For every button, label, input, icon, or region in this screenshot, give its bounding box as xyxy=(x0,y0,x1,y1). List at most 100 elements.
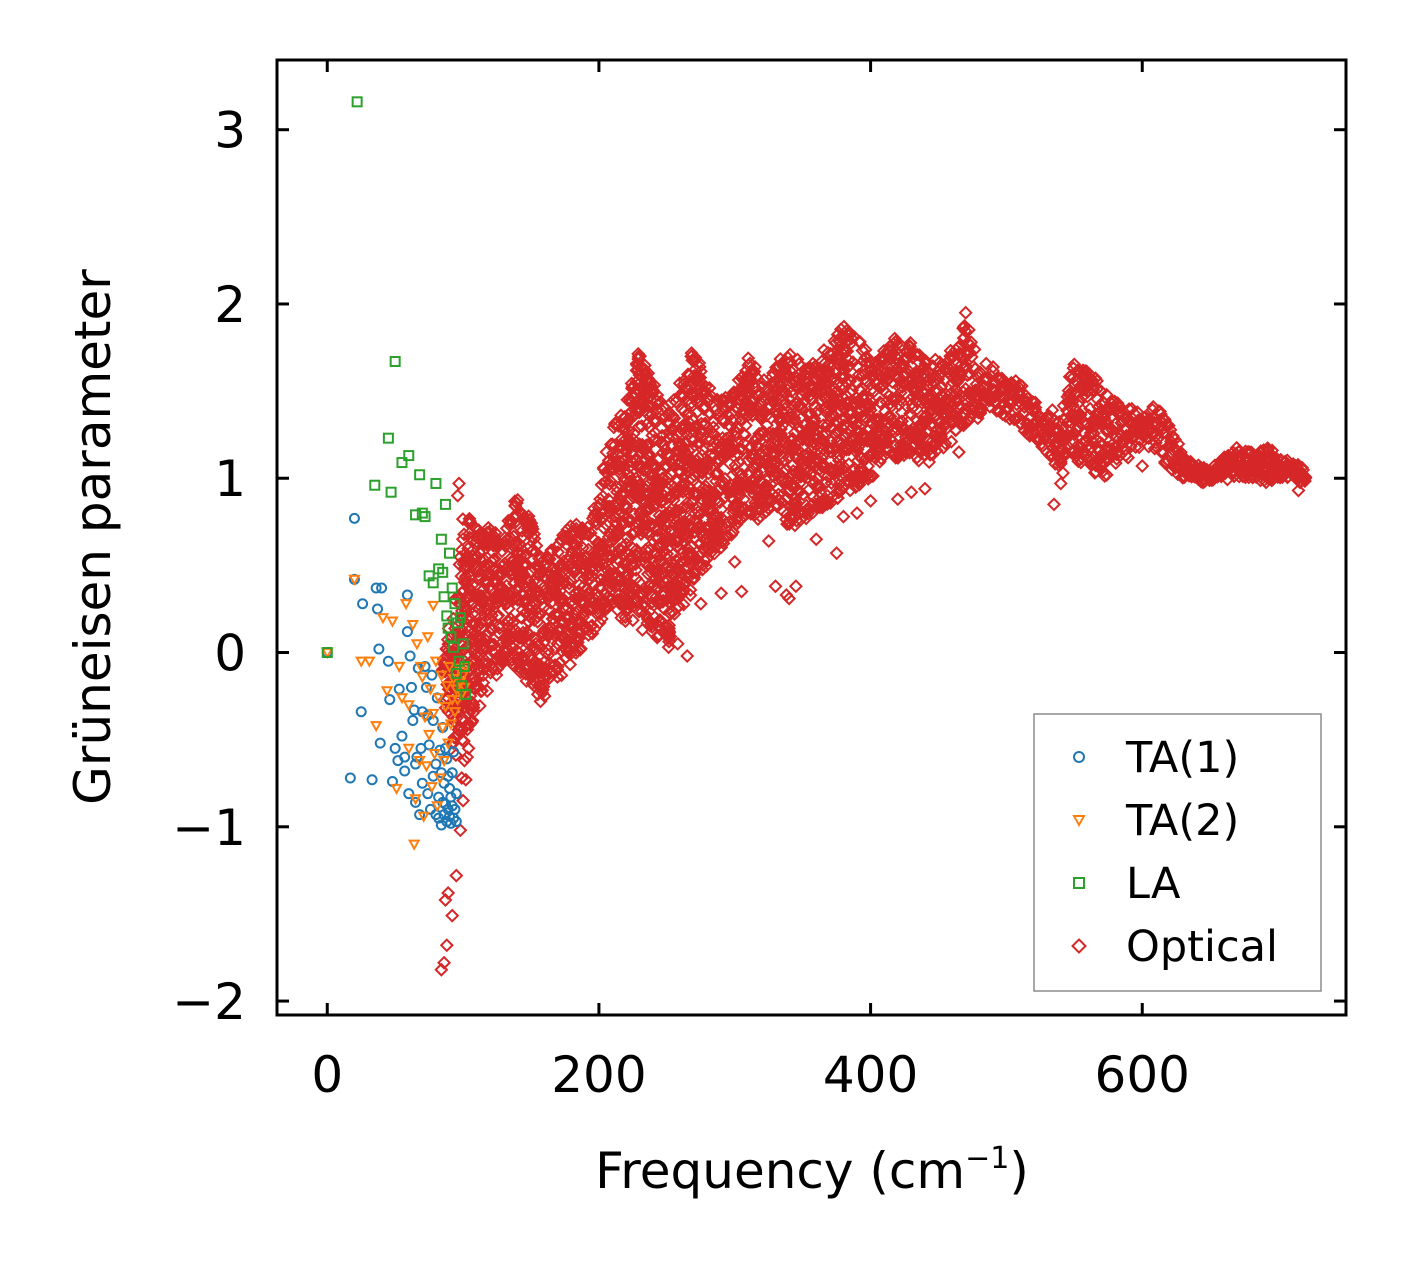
optical-point xyxy=(550,669,565,684)
optical-point xyxy=(710,465,725,480)
la-point xyxy=(450,667,462,679)
ta-1--point xyxy=(450,816,462,828)
optical-point xyxy=(592,615,607,630)
optical-point xyxy=(469,673,484,688)
optical-point xyxy=(712,495,727,510)
optical-point xyxy=(902,339,917,354)
optical-point xyxy=(449,868,464,883)
ta-1--point xyxy=(374,737,386,749)
optical-point xyxy=(509,539,524,554)
optical-point xyxy=(904,485,919,500)
optical-point xyxy=(683,582,698,597)
optical-point xyxy=(693,364,708,379)
optical-point xyxy=(457,753,472,768)
ta-2--point xyxy=(420,761,433,773)
ta-1--point xyxy=(403,788,415,800)
la-point xyxy=(419,511,431,523)
optical-point xyxy=(910,347,925,362)
optical-point xyxy=(666,493,681,508)
optical-point xyxy=(1038,430,1053,445)
optical-point xyxy=(720,528,735,543)
la-point xyxy=(460,688,472,700)
optical-point xyxy=(569,562,584,577)
optical-point xyxy=(556,592,571,607)
optical-point xyxy=(959,368,974,383)
ta-1--point xyxy=(426,669,438,681)
ta-2--point xyxy=(433,773,447,785)
optical-point xyxy=(465,713,480,728)
ta-1--point xyxy=(405,681,417,693)
optical-point xyxy=(805,456,820,471)
optical-point xyxy=(584,625,599,640)
optical-point xyxy=(619,501,634,516)
ta-2--point xyxy=(369,721,383,733)
optical-point xyxy=(979,356,994,371)
y-tick-label: −2 xyxy=(172,973,246,1031)
la-point xyxy=(454,612,466,624)
optical-point xyxy=(1135,459,1150,474)
optical-point xyxy=(514,568,529,583)
optical-point xyxy=(1052,414,1067,429)
optical-point xyxy=(768,579,783,594)
optical-point xyxy=(925,447,940,462)
optical-point xyxy=(737,426,752,441)
optical-point xyxy=(753,509,768,524)
axes: 0 200 400 600 −2 −1 0 1 2 3 xyxy=(172,58,1348,1104)
la-point xyxy=(444,547,456,559)
optical-point xyxy=(649,581,664,596)
optical-point xyxy=(594,611,609,626)
la-point xyxy=(382,432,394,444)
optical-point xyxy=(812,485,827,500)
optical-point xyxy=(612,462,627,477)
ta-2--point xyxy=(417,811,430,823)
optical-point xyxy=(439,938,454,953)
optical-point xyxy=(1104,421,1119,436)
optical-point xyxy=(547,625,562,640)
ta-1--point xyxy=(448,746,460,758)
ta-1--point xyxy=(407,714,419,726)
optical-point xyxy=(607,417,623,432)
optical-point xyxy=(619,536,634,551)
optical-point xyxy=(461,741,476,756)
optical-point xyxy=(807,414,822,429)
optical-point xyxy=(858,342,873,357)
optical-point xyxy=(563,657,578,672)
la-point xyxy=(385,486,397,498)
optical-point xyxy=(864,469,879,484)
optical-point xyxy=(727,554,742,569)
optical-point xyxy=(837,344,852,359)
ta-2--point xyxy=(435,670,448,682)
optical-point xyxy=(777,454,792,469)
optical-point xyxy=(475,683,490,698)
optical-point xyxy=(780,350,795,365)
optical-point xyxy=(1046,423,1061,438)
optical-point xyxy=(1123,439,1138,454)
optical-point xyxy=(894,405,909,420)
optical-point xyxy=(763,447,778,462)
optical-point xyxy=(1074,439,1089,454)
optical-point xyxy=(652,628,667,643)
optical-point xyxy=(858,410,873,425)
ta-2--point xyxy=(410,639,424,651)
optical-point xyxy=(596,520,611,535)
optical-point xyxy=(524,516,539,531)
optical-point xyxy=(762,471,777,486)
ta-1--point xyxy=(372,603,384,615)
optical-point xyxy=(1161,418,1176,433)
optical-point xyxy=(961,322,976,337)
optical-point xyxy=(1046,497,1061,512)
optical-point xyxy=(778,387,793,402)
optical-point xyxy=(793,398,808,413)
optical-point xyxy=(1011,410,1026,425)
optical-point xyxy=(521,509,536,524)
optical-point xyxy=(746,403,761,418)
optical-point xyxy=(714,586,729,601)
ta-1--point xyxy=(384,694,396,706)
optical-point xyxy=(612,526,627,541)
la-point xyxy=(427,577,439,589)
ta-2--point xyxy=(427,600,440,613)
ta-2--point xyxy=(432,693,445,705)
optical-point xyxy=(547,607,562,622)
optical-point xyxy=(487,637,502,652)
optical-point xyxy=(815,428,830,443)
